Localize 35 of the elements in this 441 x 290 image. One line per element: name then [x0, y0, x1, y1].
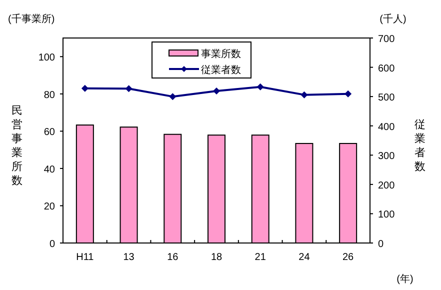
y-axis-title: 民営事業所数 [12, 105, 22, 187]
y2-tick-label: 200 [378, 180, 396, 192]
legend-label: 事業所数 [201, 48, 241, 60]
point [213, 88, 220, 95]
y2-axis-title: 従業者数 [414, 119, 426, 173]
y2-tick-label: 100 [378, 210, 396, 221]
y-tick-label: 60 [44, 127, 56, 138]
point [300, 91, 308, 98]
y2-tick-label: 500 [378, 92, 396, 104]
point [344, 90, 352, 98]
point [81, 84, 88, 92]
y2-tick-label: 0 [378, 239, 384, 250]
y2-tick-label: 600 [378, 63, 396, 74]
x-tick-label: 21 [254, 252, 266, 263]
point [125, 85, 132, 92]
x-tick-label: H11 [76, 252, 94, 263]
y2-tick-label: 300 [378, 151, 396, 162]
y-tick-label: 20 [44, 202, 56, 213]
y-tick-label: 0 [49, 239, 56, 250]
y2-tick-label: 400 [378, 122, 396, 133]
x-tick-label: 26 [342, 252, 354, 263]
y-tick-label: 100 [38, 52, 56, 64]
y-tick-label: 40 [44, 164, 56, 176]
x-tick-label: 18 [210, 252, 222, 263]
point [169, 93, 176, 100]
y2-tick-label: 700 [378, 34, 396, 45]
text: (年) [396, 273, 414, 285]
x-tick-label: 13 [123, 252, 135, 263]
text: (千人) [380, 13, 406, 25]
x-tick-label: 16 [167, 252, 179, 263]
text: (千事業所) [8, 13, 55, 25]
legend-label: 従業者数 [201, 64, 241, 76]
point [256, 83, 264, 90]
y-tick-label: 80 [44, 90, 56, 101]
x-tick-label: 24 [298, 252, 310, 263]
